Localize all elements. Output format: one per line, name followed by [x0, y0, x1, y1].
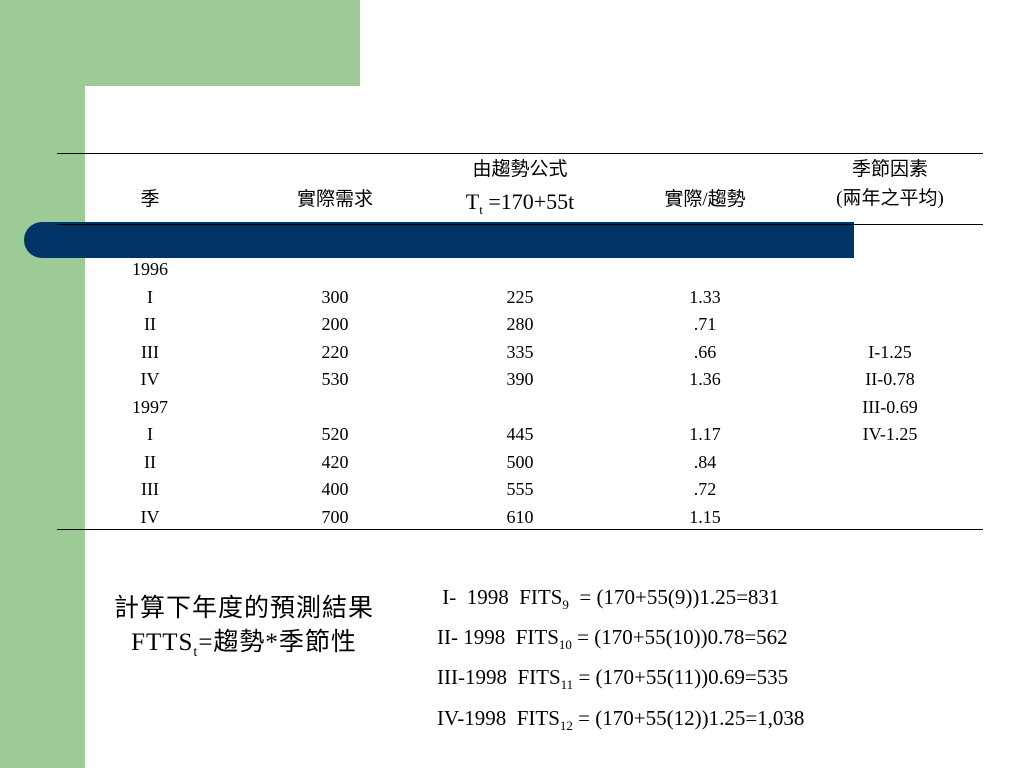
table-cell: IV-1.25 — [862, 424, 918, 444]
table-cell: II-0.78 — [865, 369, 915, 389]
forecast-note-line1: 計算下年度的預測結果 — [113, 595, 374, 622]
table-cell: .71 — [693, 314, 717, 334]
table-cell: 520 — [321, 424, 349, 444]
table-cell: 1.36 — [689, 369, 721, 389]
column-season: 1996 I II III IV 1997 I II III IV — [110, 256, 190, 531]
decorative-green-top — [85, 0, 360, 86]
table-cell — [830, 504, 950, 532]
table-cell: 530 — [321, 369, 349, 389]
table-cell: IV — [140, 506, 160, 527]
table-cell: I — [147, 286, 153, 307]
header-actual-trend-ratio: 實際/趨勢 — [664, 189, 746, 210]
table-cell — [470, 394, 570, 422]
table-cell: 500 — [506, 451, 534, 472]
table-cell — [655, 394, 755, 422]
table-cell: .72 — [693, 479, 717, 499]
header-trend-formula: Tt =170+55t — [465, 189, 575, 217]
table-cell: 200 — [321, 314, 349, 334]
table-cell: 400 — [321, 479, 349, 499]
header-seasonal-factor: 季節因素 (兩年之平均) — [800, 158, 980, 211]
table-cell: IV — [140, 369, 160, 389]
table-cell — [830, 284, 950, 312]
table-cell: II — [144, 314, 156, 334]
table-cell — [830, 311, 950, 339]
table-header-rule — [57, 224, 983, 225]
header-actual-demand: 實際需求 — [296, 189, 373, 210]
formula-line: I- 1998 FITS9 = (170+55(9))1.25=831 — [437, 585, 780, 613]
table-cell: III — [141, 479, 159, 499]
table-cell: 1.15 — [689, 506, 721, 527]
table-cell: .84 — [693, 451, 717, 472]
table-cell: 420 — [321, 451, 349, 472]
column-trend: 225 280 335 390 445 500 555 610 — [470, 256, 570, 531]
header-trend: 由趨勢公式 Tt =170+55t — [430, 158, 610, 222]
table-cell: 390 — [506, 369, 534, 389]
forecast-note: 計算下年度的預測結果 FTTSt=趨勢*季節性 — [74, 592, 414, 670]
formula-line: II- 1998 FITS10 = (170+55(10))0.78=562 — [437, 625, 788, 653]
column-actual: 300 200 220 530 520 420 400 700 — [285, 256, 385, 531]
formula-line: III-1998 FITS11 = (170+55(11))0.69=535 — [437, 665, 789, 693]
table-bottom-rule — [57, 529, 983, 530]
table-cell: 1996 — [132, 259, 168, 279]
header-seasonal-line1: 季節因素 — [851, 159, 928, 180]
formula-line: IV-1998 FITS12 = (170+55(12))1.25=1,038 — [437, 705, 805, 733]
decorative-navy-bar — [24, 222, 854, 258]
decorative-green-bar — [0, 0, 85, 768]
table-cell: 300 — [321, 286, 349, 307]
table-cell: 1.33 — [689, 286, 721, 307]
table-cell: III — [141, 341, 159, 362]
table-cell: 280 — [506, 314, 534, 334]
forecast-note-line2: FTTSt=趨勢*季節性 — [131, 629, 357, 660]
table-cell: .66 — [693, 341, 717, 362]
table-cell — [285, 256, 385, 284]
table-cell — [830, 256, 950, 284]
table-cell — [830, 476, 950, 504]
table-cell: 225 — [506, 286, 534, 307]
table-cell: I-1.25 — [868, 341, 912, 362]
table-cell: 1.17 — [689, 424, 721, 444]
table-top-rule — [57, 153, 983, 154]
table-cell: III-0.69 — [862, 396, 918, 417]
table-cell: 610 — [506, 506, 534, 527]
header-seasonal-line2: (兩年之平均) — [836, 188, 944, 209]
table-cell: 220 — [321, 341, 349, 362]
table-cell: 700 — [321, 506, 349, 527]
header-season: 季 — [140, 189, 160, 210]
forecast-formulas: I- 1998 FITS9 = (170+55(9))1.25=831 II- … — [437, 581, 804, 742]
table-cell: 1997 — [132, 396, 168, 417]
decorative-rounded-corner — [85, 86, 165, 166]
table-cell: 555 — [506, 479, 534, 499]
table-cell — [285, 394, 385, 422]
table-cell — [830, 449, 950, 477]
column-ratio: 1.33 .71 .66 1.36 1.17 .84 .72 1.15 — [655, 256, 755, 531]
table-cell: 335 — [506, 341, 534, 362]
header-trend-title: 由趨勢公式 — [472, 159, 568, 180]
table-cell — [655, 256, 755, 284]
table-cell — [470, 256, 570, 284]
column-seasonal: I-1.25 II-0.78 III-0.69 IV-1.25 — [830, 256, 950, 531]
table-cell: 445 — [506, 424, 534, 444]
table-cell: II — [144, 451, 156, 472]
table-cell: I — [147, 424, 153, 444]
